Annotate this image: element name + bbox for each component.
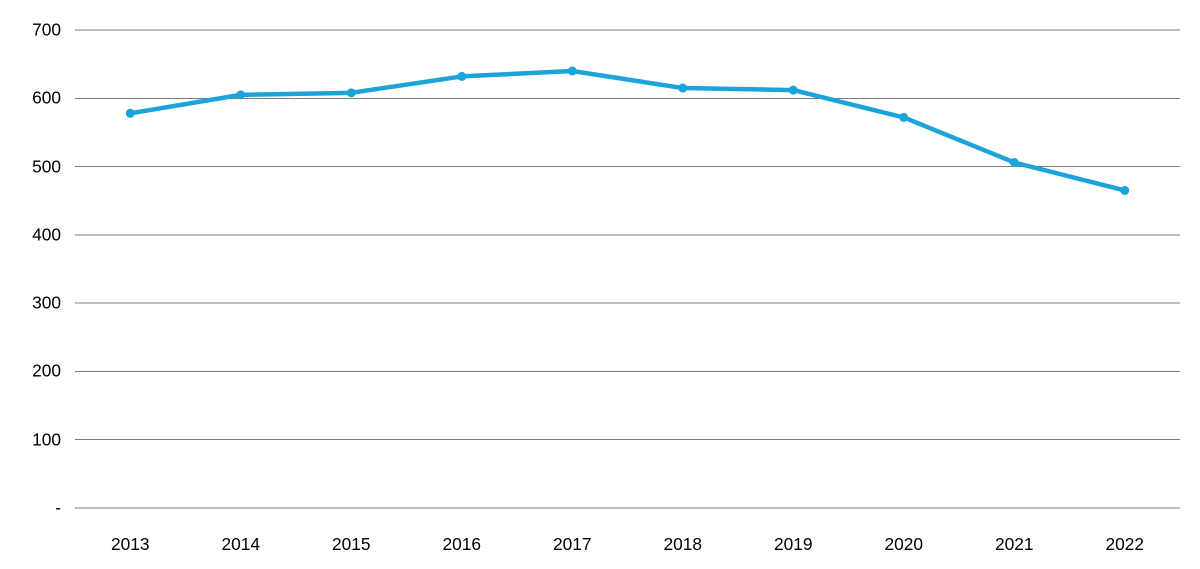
series-marker <box>789 86 798 95</box>
chart-svg <box>0 0 1200 569</box>
series-marker <box>568 66 577 75</box>
x-tick-label: 2019 <box>774 534 813 555</box>
x-tick-label: 2021 <box>995 534 1034 555</box>
y-tick-label: 200 <box>0 361 61 382</box>
y-tick-label: 600 <box>0 88 61 109</box>
y-tick-label: - <box>0 498 61 519</box>
series-marker <box>457 72 466 81</box>
series-marker <box>347 88 356 97</box>
y-tick-label: 400 <box>0 224 61 245</box>
line-chart: - 100 200 300 400 500 600 700 2013 2014 2015 2016 20… <box>0 0 1200 569</box>
y-tick-label: 100 <box>0 429 61 450</box>
x-tick-label: 2022 <box>1105 534 1144 555</box>
series-marker <box>236 90 245 99</box>
x-tick-label: 2015 <box>332 534 371 555</box>
x-tick-label: 2020 <box>884 534 923 555</box>
x-tick-label: 2013 <box>111 534 150 555</box>
series-marker <box>1120 186 1129 195</box>
x-tick-label: 2014 <box>221 534 260 555</box>
x-tick-label: 2017 <box>553 534 592 555</box>
x-tick-label: 2016 <box>442 534 481 555</box>
series-marker <box>899 113 908 122</box>
series-marker <box>1010 158 1019 167</box>
series-marker <box>678 84 687 93</box>
y-tick-label: 700 <box>0 20 61 41</box>
y-tick-label: 300 <box>0 293 61 314</box>
y-tick-label: 500 <box>0 156 61 177</box>
x-tick-label: 2018 <box>663 534 702 555</box>
series-marker <box>126 109 135 118</box>
